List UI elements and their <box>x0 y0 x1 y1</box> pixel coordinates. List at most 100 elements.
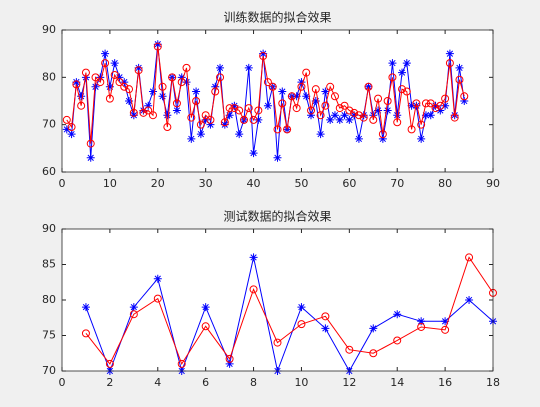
star-marker <box>249 149 258 158</box>
star-marker <box>220 120 229 129</box>
circle-marker <box>369 115 378 124</box>
circle-marker <box>148 111 157 120</box>
star-marker <box>196 130 205 139</box>
x-tick-label: 2 <box>106 376 113 389</box>
circle-marker <box>426 99 435 108</box>
star-marker <box>77 92 86 101</box>
star-marker <box>407 101 416 110</box>
star-marker <box>91 82 100 91</box>
star-marker <box>302 92 311 101</box>
star-marker <box>62 125 71 134</box>
circle-marker <box>72 80 81 89</box>
x-tick-label: 12 <box>342 376 356 389</box>
circle-marker <box>216 73 225 82</box>
circle-marker <box>441 325 450 334</box>
x-tick-label: 10 <box>103 177 117 190</box>
star-marker <box>316 130 325 139</box>
star-marker <box>378 134 387 143</box>
star-marker <box>292 92 301 101</box>
star-marker <box>369 324 378 333</box>
circle-marker <box>441 94 450 103</box>
circle-marker <box>421 99 430 108</box>
circle-marker <box>211 87 220 96</box>
circle-marker <box>177 359 186 368</box>
circle-marker <box>273 338 282 347</box>
star-marker <box>460 97 469 105</box>
star-marker <box>436 106 445 115</box>
circle-marker <box>398 85 407 94</box>
circle-marker <box>206 115 215 124</box>
circle-marker <box>460 92 469 101</box>
circle-marker <box>91 73 100 82</box>
star-marker <box>129 303 138 312</box>
axes-box <box>61 228 494 372</box>
star-marker <box>225 111 234 120</box>
star-marker <box>393 111 402 120</box>
circle-marker <box>283 125 292 134</box>
circle-marker <box>158 82 167 91</box>
circle-marker <box>369 349 378 358</box>
star-marker <box>110 59 119 68</box>
star-marker <box>311 97 320 105</box>
circle-marker <box>311 85 320 94</box>
star-marker <box>263 101 272 110</box>
circle-marker <box>163 123 172 132</box>
circle-marker <box>172 99 181 108</box>
circle-marker <box>345 345 354 354</box>
circle-marker <box>402 87 411 96</box>
star-marker <box>158 92 167 101</box>
circle-marker <box>450 113 459 122</box>
star-marker <box>182 78 191 87</box>
circle-marker <box>407 125 416 134</box>
y-tick-label: 60 <box>42 165 56 178</box>
series-line <box>85 256 494 366</box>
circle-marker <box>374 94 383 103</box>
circle-marker <box>129 108 138 117</box>
x-tick-label: 90 <box>486 177 500 190</box>
circle-marker <box>105 359 114 368</box>
star-marker <box>321 87 330 96</box>
x-tick-label: 40 <box>247 177 261 190</box>
circle-marker <box>436 101 445 110</box>
star-marker <box>417 317 426 326</box>
star-marker <box>297 303 306 312</box>
circle-marker <box>268 82 277 91</box>
star-marker <box>354 134 363 143</box>
star-marker <box>426 111 435 120</box>
star-marker <box>335 115 344 124</box>
circle-marker <box>235 106 244 115</box>
circle-marker <box>139 108 148 117</box>
star-marker <box>67 130 76 139</box>
circle-marker <box>182 63 191 72</box>
circle-marker <box>345 106 354 115</box>
circle-marker <box>388 73 397 82</box>
star-marker <box>445 49 454 58</box>
circle-marker <box>321 101 330 110</box>
star-marker <box>383 106 392 115</box>
star-marker <box>398 68 407 77</box>
circle-marker <box>297 82 306 91</box>
star-marker <box>465 296 474 304</box>
circle-marker <box>431 104 440 113</box>
circle-marker <box>77 101 86 110</box>
circle-marker <box>220 118 229 127</box>
star-marker <box>254 115 263 124</box>
circle-marker <box>96 78 105 87</box>
x-tick-label: 80 <box>438 177 452 190</box>
circle-marker <box>201 322 210 331</box>
star-marker <box>441 317 450 326</box>
circle-marker <box>364 82 373 91</box>
circle-marker <box>350 108 359 117</box>
star-marker <box>244 63 253 72</box>
circle-marker <box>125 85 134 94</box>
star-marker <box>216 63 225 72</box>
star-marker <box>81 303 90 312</box>
y-tick-label: 85 <box>42 258 56 271</box>
circle-marker <box>67 123 76 132</box>
star-marker <box>86 153 95 162</box>
circle-marker <box>412 99 421 108</box>
star-marker <box>201 115 210 124</box>
star-marker <box>402 59 411 68</box>
circle-marker <box>105 94 114 103</box>
